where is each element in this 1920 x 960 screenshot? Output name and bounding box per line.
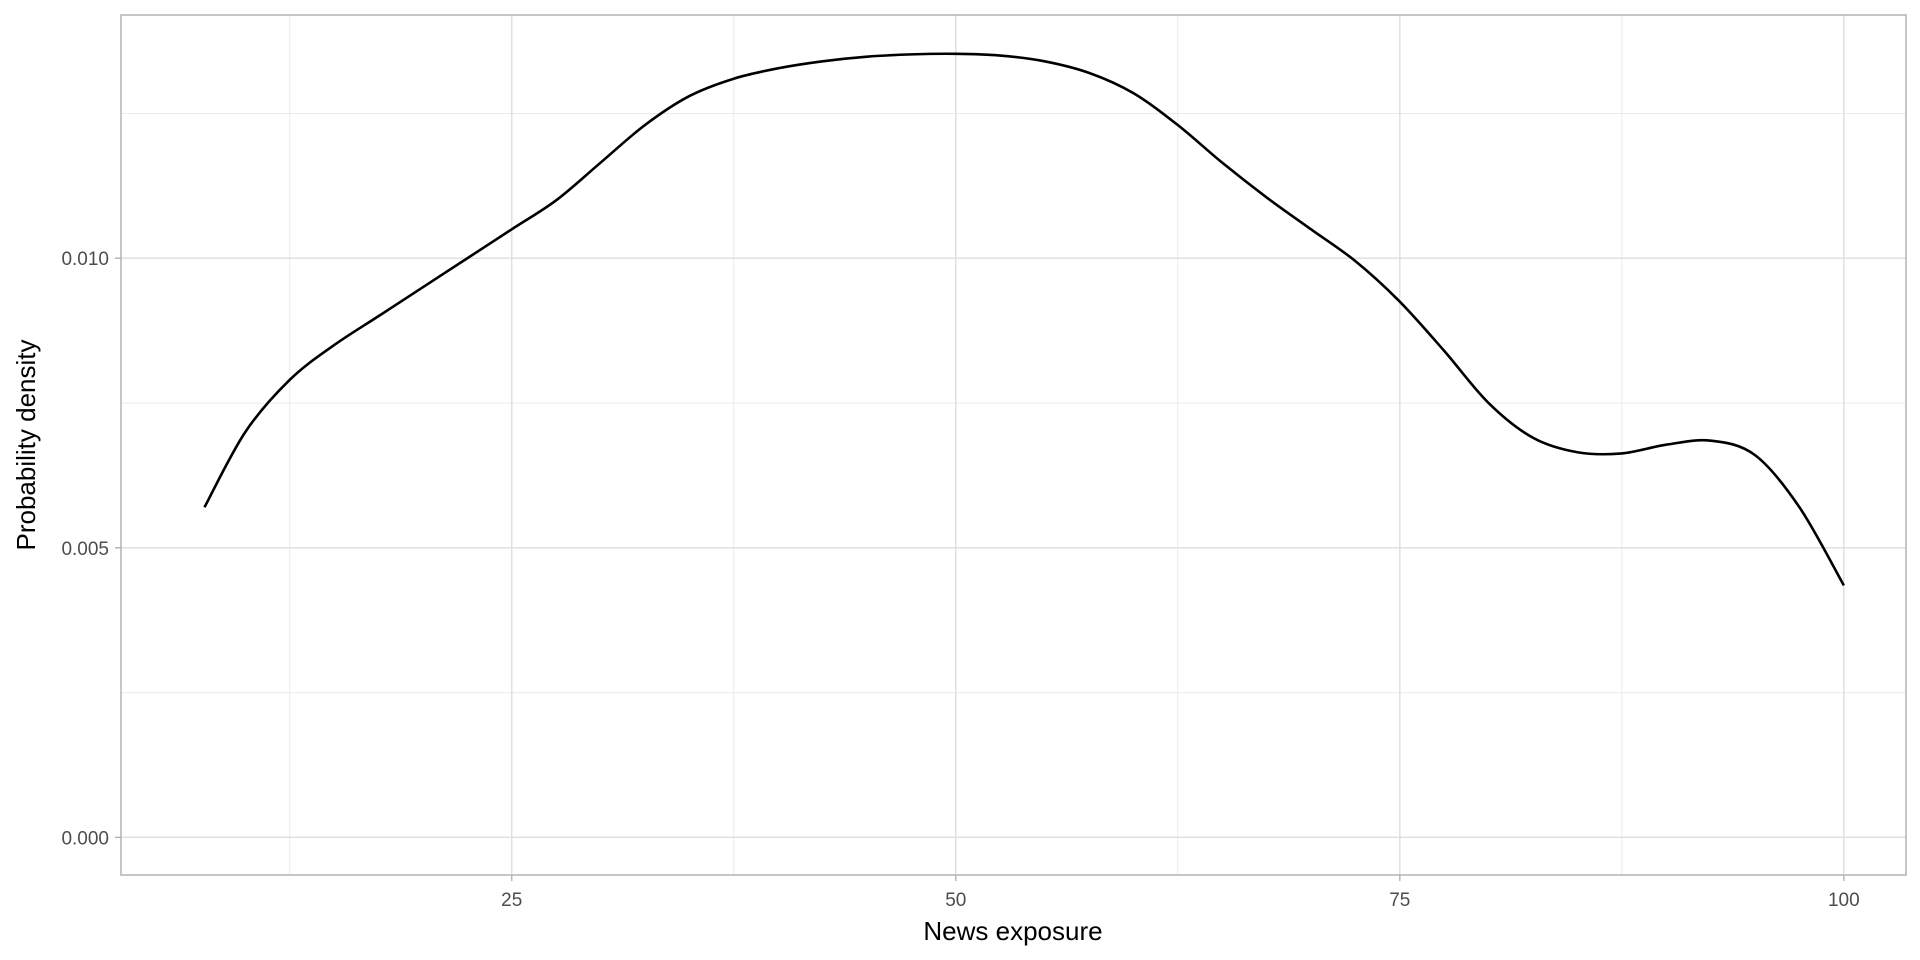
grid-minor (121, 15, 1906, 875)
x-tick-label-0: 25 (501, 890, 522, 911)
y-axis-ticks: 0.000 0.005 0.010 (61, 249, 121, 849)
y-tick-label-0: 0.000 (61, 828, 109, 849)
y-tick-label-2: 0.010 (61, 249, 109, 270)
y-axis-title: Probability density (11, 340, 41, 551)
density-line-0 (203, 52, 1845, 587)
series-layer (203, 52, 1845, 587)
x-tick-label-1: 50 (945, 890, 966, 911)
grid-major (121, 15, 1906, 875)
plot-border (120, 14, 1907, 876)
x-axis-title: News exposure (923, 916, 1102, 946)
x-tick-label-3: 100 (1828, 890, 1860, 911)
y-tick-label-1: 0.005 (61, 539, 109, 560)
plot-background (121, 15, 1906, 875)
x-tick-label-2: 75 (1389, 890, 1410, 911)
x-axis-ticks: 25 50 75 100 (501, 875, 1860, 911)
